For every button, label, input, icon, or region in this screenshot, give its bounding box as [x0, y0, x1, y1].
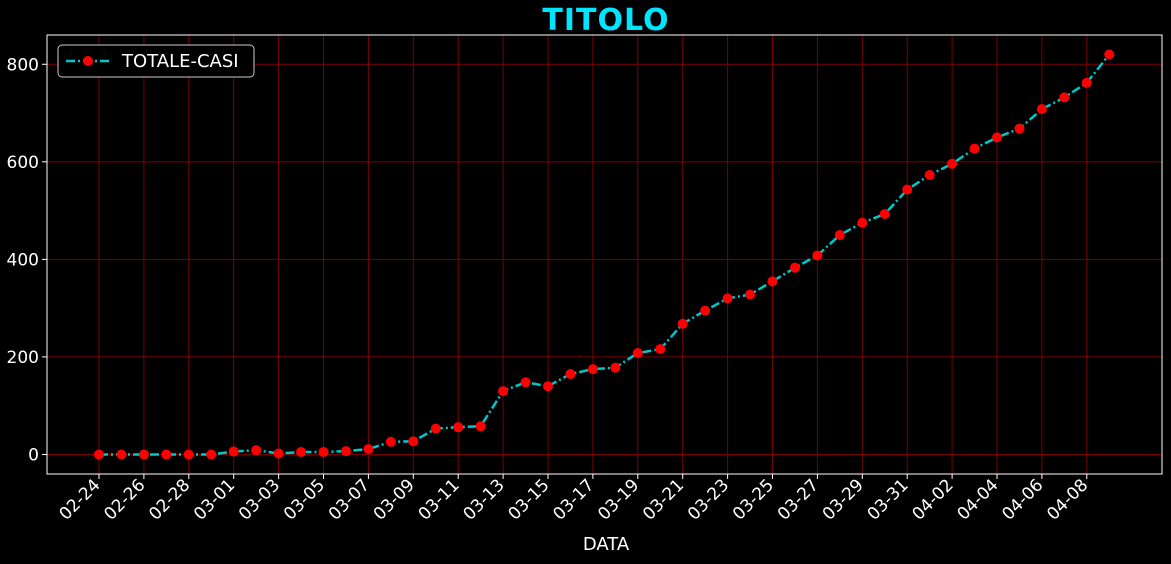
data-point [318, 447, 329, 458]
data-point [745, 289, 756, 300]
data-point [1014, 123, 1025, 134]
data-point [498, 386, 509, 397]
data-point [543, 381, 553, 392]
y-tick-label: 0 [28, 445, 39, 465]
data-point [610, 362, 621, 373]
data-point [340, 446, 351, 457]
data-point [722, 293, 733, 304]
data-point [677, 318, 688, 329]
data-point [1059, 92, 1070, 103]
data-point [228, 446, 239, 457]
data-point [1081, 77, 1092, 88]
data-point [969, 143, 980, 154]
data-point [206, 449, 217, 460]
data-point [632, 348, 643, 359]
data-point [700, 305, 711, 316]
legend-label: TOTALE-CASI [121, 51, 239, 72]
data-point [565, 369, 576, 380]
data-point [879, 209, 890, 220]
data-point [992, 132, 1002, 143]
data-point [1104, 49, 1115, 60]
chart-title: TITOLO [542, 3, 669, 38]
data-point [655, 344, 666, 355]
data-point [834, 229, 845, 240]
legend-marker-swatch [83, 56, 93, 66]
data-point [902, 184, 913, 195]
data-point [453, 422, 464, 433]
series [94, 49, 1115, 460]
data-point [789, 262, 800, 273]
data-point [385, 436, 396, 447]
y-tick-label: 200 [7, 348, 39, 368]
y-tick-label: 600 [7, 153, 39, 173]
series-line-totale-casi [99, 53, 1111, 456]
plot-area-border [46, 34, 1163, 475]
data-point [475, 421, 486, 432]
x-axis-label: DATA [583, 534, 630, 555]
y-tick-label: 400 [7, 250, 39, 270]
data-point [857, 217, 868, 228]
data-point [587, 364, 598, 375]
data-point [924, 169, 935, 180]
data-point [296, 447, 307, 458]
grid [47, 35, 1162, 474]
data-point [812, 250, 823, 261]
legend: TOTALE-CASI [57, 44, 255, 78]
data-point [363, 444, 374, 455]
data-point [273, 448, 284, 459]
data-point [947, 158, 958, 169]
data-point [408, 436, 419, 447]
data-point [1036, 104, 1047, 115]
data-point [251, 445, 262, 456]
data-point [520, 377, 531, 388]
data-point [183, 449, 194, 460]
data-point [138, 449, 149, 460]
data-point [161, 449, 172, 460]
data-point [767, 276, 778, 287]
data-point [94, 449, 104, 460]
y-tick-label: 800 [7, 55, 39, 75]
legend-box [57, 44, 255, 78]
data-point [430, 423, 441, 434]
data-point [116, 449, 127, 460]
